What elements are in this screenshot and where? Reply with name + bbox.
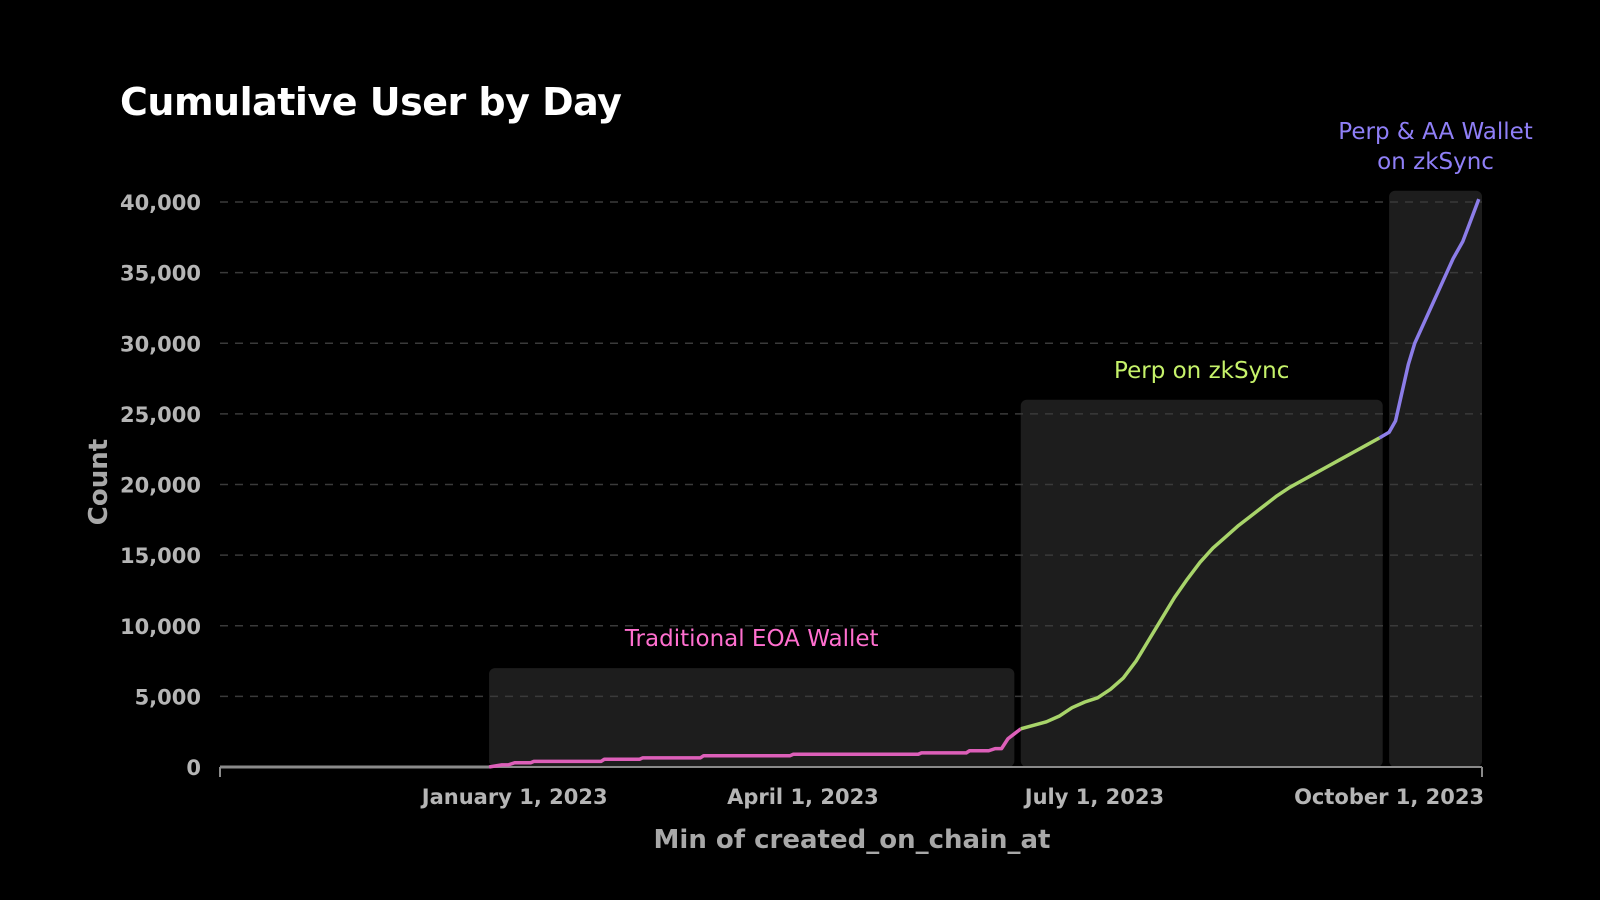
y-tick-label: 5,000 (135, 685, 201, 709)
y-axis: 0 5,000 10,000 15,000 20,000 25,000 30,000 35,0… (120, 191, 201, 780)
phase-box-2 (1389, 190, 1482, 767)
phase-box-0 (489, 668, 1015, 767)
x-tick-label: April 1, 2023 (727, 785, 879, 809)
chart-title: Cumulative User by Day (120, 80, 622, 124)
x-tick-label: January 1, 2023 (420, 785, 608, 809)
series-lines (220, 198, 1481, 769)
y-tick-label: 0 (186, 756, 201, 780)
y-tick-label: 20,000 (120, 474, 201, 498)
phase-label-0: Traditional EOA Wallet (624, 626, 879, 652)
phase-label-2: Perp & AA Wallet on zkSync (1338, 119, 1533, 175)
y-tick-label: 25,000 (120, 403, 201, 427)
y-axis-title: Count (84, 439, 114, 525)
x-tick-label: October 1, 2023 (1294, 785, 1484, 809)
x-axis: January 1, 2023 April 1, 2023 July 1, 2023… (219, 766, 1484, 809)
y-tick-label: 30,000 (120, 332, 201, 356)
phase-box-1 (1020, 399, 1383, 767)
y-tick-label: 15,000 (120, 544, 201, 568)
y-tick-label: 35,000 (120, 262, 201, 286)
x-axis-title: Min of created_on_chain_at (654, 825, 1051, 855)
series-line-eoa (488, 727, 1022, 769)
phase-labels: Traditional EOA Wallet Perp on zkSync Perp… (624, 119, 1533, 652)
y-tick-label: 40,000 (120, 191, 201, 215)
y-tick-label: 10,000 (120, 615, 201, 639)
series-line-aa (1378, 198, 1481, 440)
phase-boxes (489, 190, 1482, 767)
gridlines (220, 201, 1482, 698)
x-tick-label: July 1, 2023 (1023, 785, 1164, 809)
phase-label-1: Perp on zkSync (1114, 358, 1289, 384)
series-line-perp (1020, 436, 1381, 731)
